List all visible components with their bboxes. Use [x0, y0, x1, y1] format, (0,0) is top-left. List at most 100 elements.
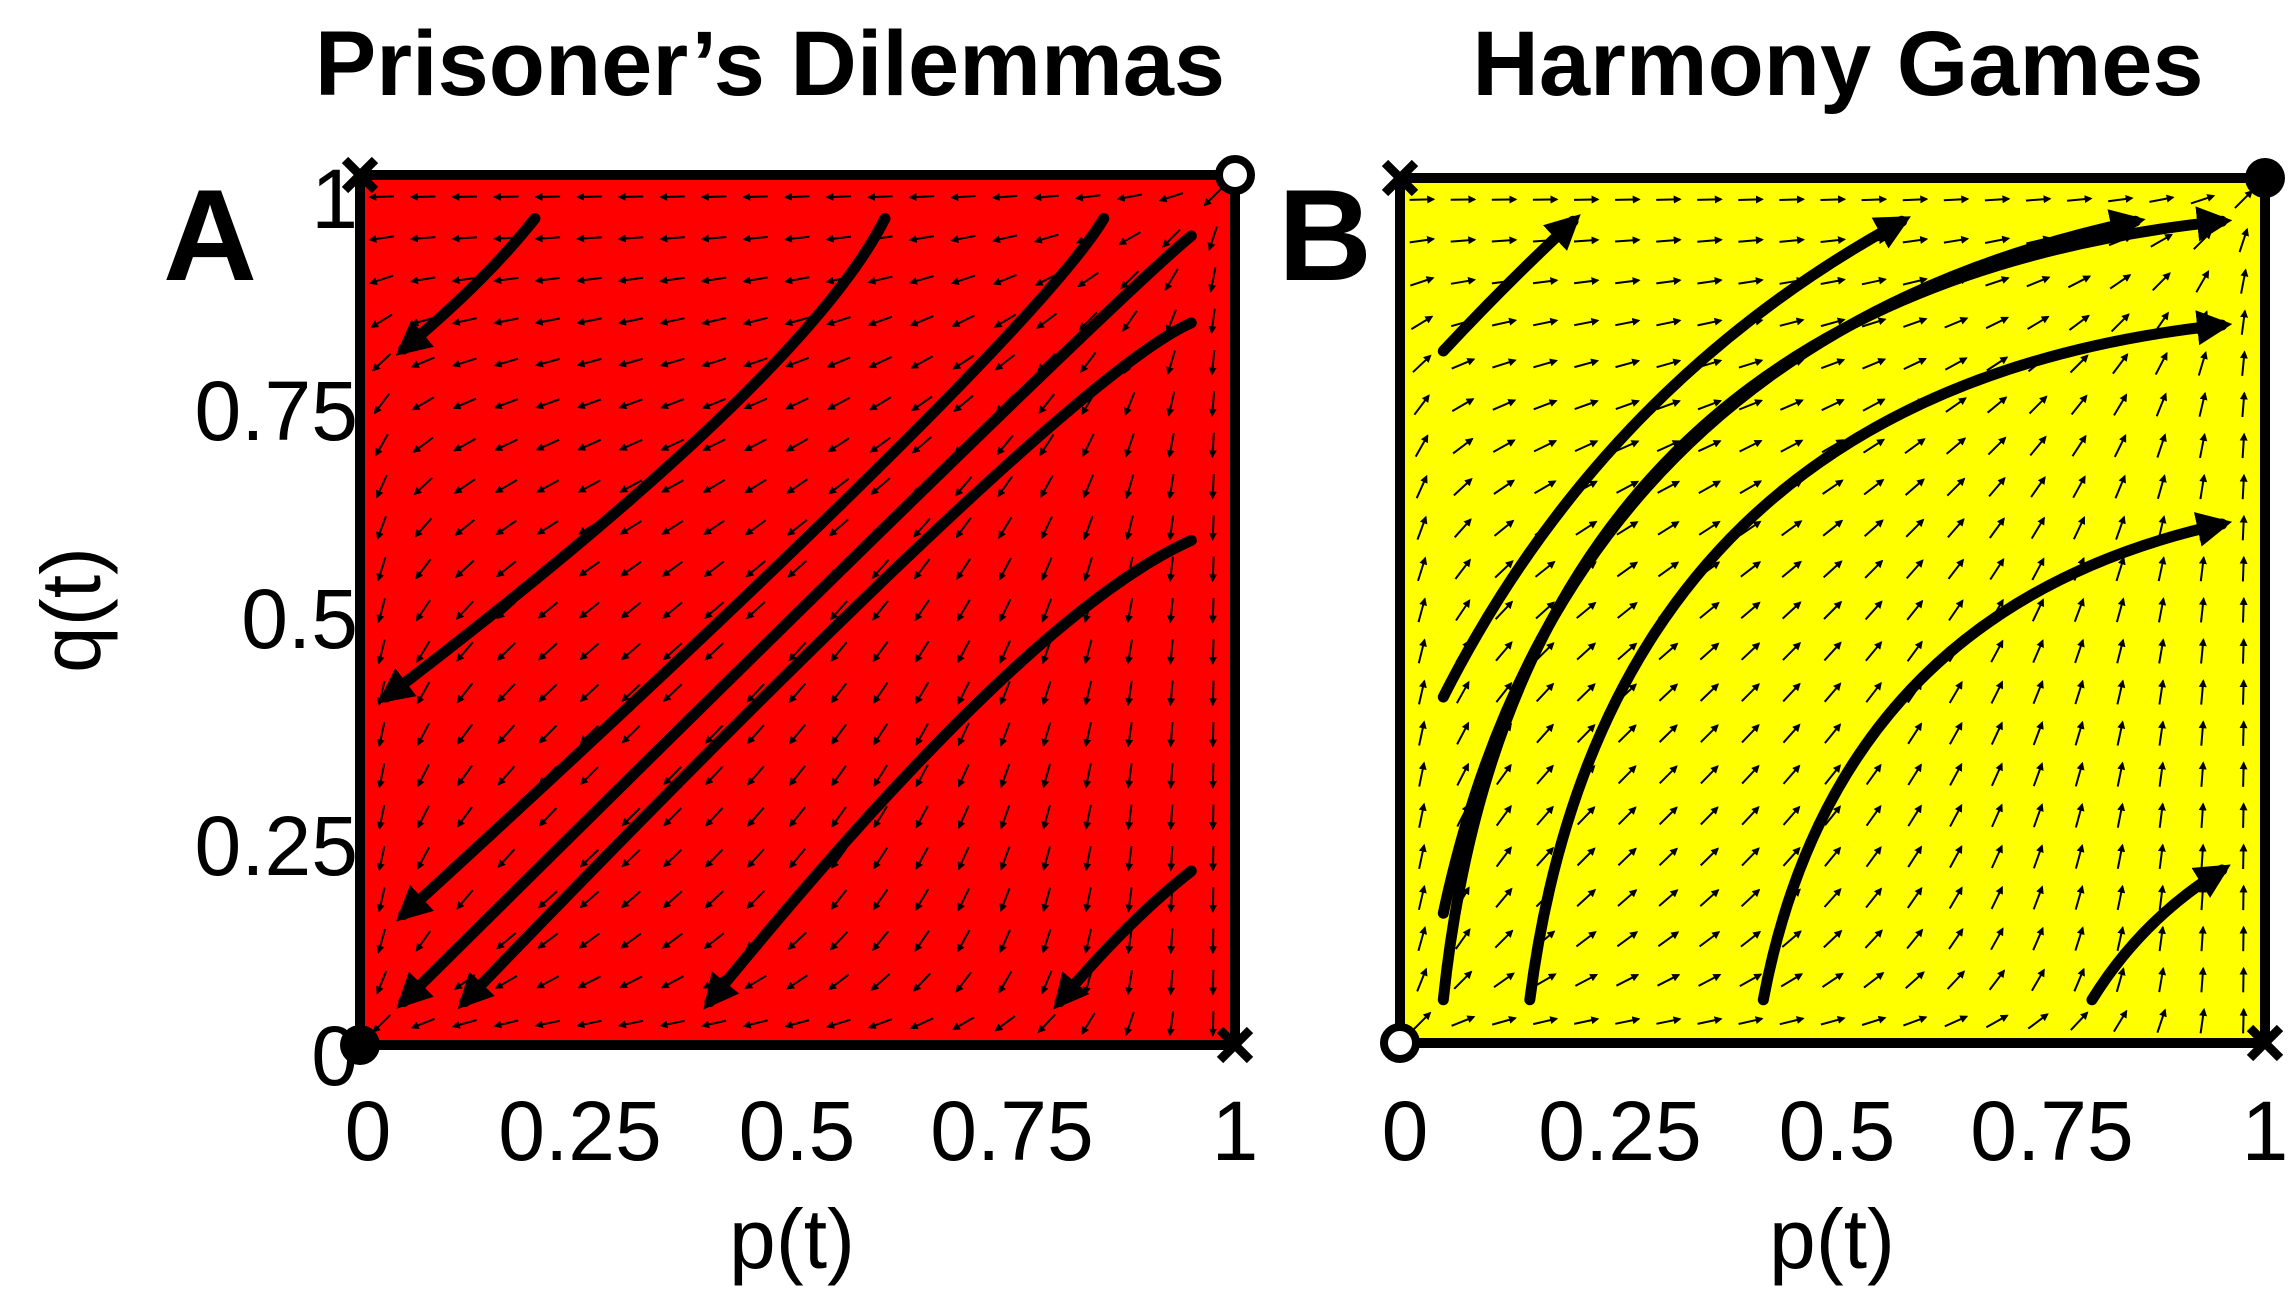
field-arrow [1410, 315, 1434, 330]
field-arrow [1615, 973, 1640, 987]
field-arrow [495, 560, 517, 578]
field-arrow [2074, 679, 2085, 705]
field-arrow [1984, 235, 2011, 244]
field-arrow [2025, 195, 2052, 204]
field-arrow [1615, 399, 1640, 411]
field-arrow [783, 192, 810, 201]
field-arrow [1864, 559, 1884, 579]
field-arrow [1418, 679, 1427, 705]
field-arrow [1779, 317, 1805, 327]
field-arrow [914, 640, 930, 663]
field-arrow [831, 723, 848, 745]
field-arrow [828, 477, 850, 495]
field-arrow [376, 804, 386, 830]
field-arrow [743, 397, 768, 410]
field-arrow [535, 398, 560, 410]
field-arrow [416, 681, 431, 705]
field-arrow [1906, 928, 1924, 950]
field-arrow [831, 764, 847, 787]
field-arrow [1985, 316, 2010, 330]
field-arrow [620, 642, 641, 661]
field-arrow [659, 317, 685, 326]
field-arrow [1533, 480, 1557, 495]
field-arrow [2109, 274, 2132, 290]
field-arrow [1456, 680, 1470, 704]
field-arrow [2199, 1007, 2208, 1034]
field-arrow [371, 353, 392, 372]
trajectory [396, 230, 1197, 1009]
field-arrow [912, 972, 932, 992]
field-arrow [1741, 764, 1760, 785]
field-arrow [1822, 560, 1843, 579]
field-arrow [1658, 765, 1678, 785]
field-arrow [784, 276, 810, 285]
field-arrow [1862, 438, 1886, 454]
field-arrow [1990, 639, 2004, 663]
field-arrow [493, 357, 519, 368]
field-arrow [2032, 639, 2044, 663]
field-arrow [1656, 399, 1681, 411]
field-arrow [1082, 515, 1094, 541]
field-arrow [1495, 641, 1513, 662]
field-arrow [1453, 518, 1472, 538]
field-arrow [1823, 682, 1842, 703]
field-arrow [1617, 765, 1637, 785]
field-arrow [867, 315, 893, 327]
field-arrow [1697, 1016, 1723, 1025]
field-arrow [2239, 802, 2248, 828]
field-arrow [1533, 399, 1558, 411]
field-arrow [2239, 843, 2248, 870]
field-arrow [580, 766, 599, 785]
field-arrow [1167, 721, 1176, 748]
field-arrow [1779, 1016, 1805, 1026]
field-arrow [873, 682, 889, 704]
field-arrow [872, 888, 889, 911]
field-arrow [994, 1015, 1016, 1032]
field-arrow [1948, 680, 1963, 704]
field-arrow [496, 642, 516, 661]
field-arrow [2074, 638, 2085, 664]
field-arrow [2238, 227, 2249, 253]
field-arrow [452, 357, 477, 368]
field-arrow [999, 681, 1011, 706]
field-arrow [785, 397, 809, 410]
field-arrow [2067, 275, 2092, 289]
y-tick-label: 1 [311, 152, 358, 246]
field-arrow [1739, 480, 1763, 495]
field-arrow [957, 888, 970, 912]
field-arrow [2074, 761, 2085, 787]
field-arrow [744, 519, 767, 536]
field-arrow [493, 1019, 519, 1029]
field-arrow [992, 234, 1018, 244]
field-arrow [1575, 520, 1598, 536]
field-arrow [617, 1019, 644, 1029]
field-arrow [1865, 763, 1882, 786]
field-arrow [1125, 639, 1134, 665]
field-arrow [1532, 317, 1559, 327]
field-arrow [1990, 844, 2003, 869]
field-arrow [951, 1016, 975, 1031]
field-arrow [1615, 358, 1641, 369]
field-arrow [1409, 235, 1436, 244]
field-arrow [1781, 930, 1802, 948]
field-arrow [1535, 682, 1555, 703]
field-arrow [1905, 518, 1925, 538]
field-arrow [497, 724, 516, 745]
field-arrow [368, 274, 394, 285]
trajectory [377, 213, 891, 704]
field-arrow [1417, 638, 1427, 664]
field-arrow [493, 192, 519, 201]
panel-b-x-axis-label: p(t) [1769, 1192, 1895, 1286]
field-arrow [1077, 271, 1099, 288]
field-arrow [915, 888, 930, 911]
field-arrow [742, 234, 768, 243]
panel-a-title: Prisoner’s Dilemmas [315, 13, 1225, 115]
field-arrow [1986, 396, 2008, 414]
field-arrow [1040, 970, 1053, 995]
field-arrow [578, 560, 601, 577]
field-arrow [1167, 969, 1176, 996]
field-arrow [826, 316, 851, 327]
field-arrow [829, 600, 848, 621]
field-arrow [2157, 925, 2166, 952]
field-arrow [376, 598, 386, 624]
